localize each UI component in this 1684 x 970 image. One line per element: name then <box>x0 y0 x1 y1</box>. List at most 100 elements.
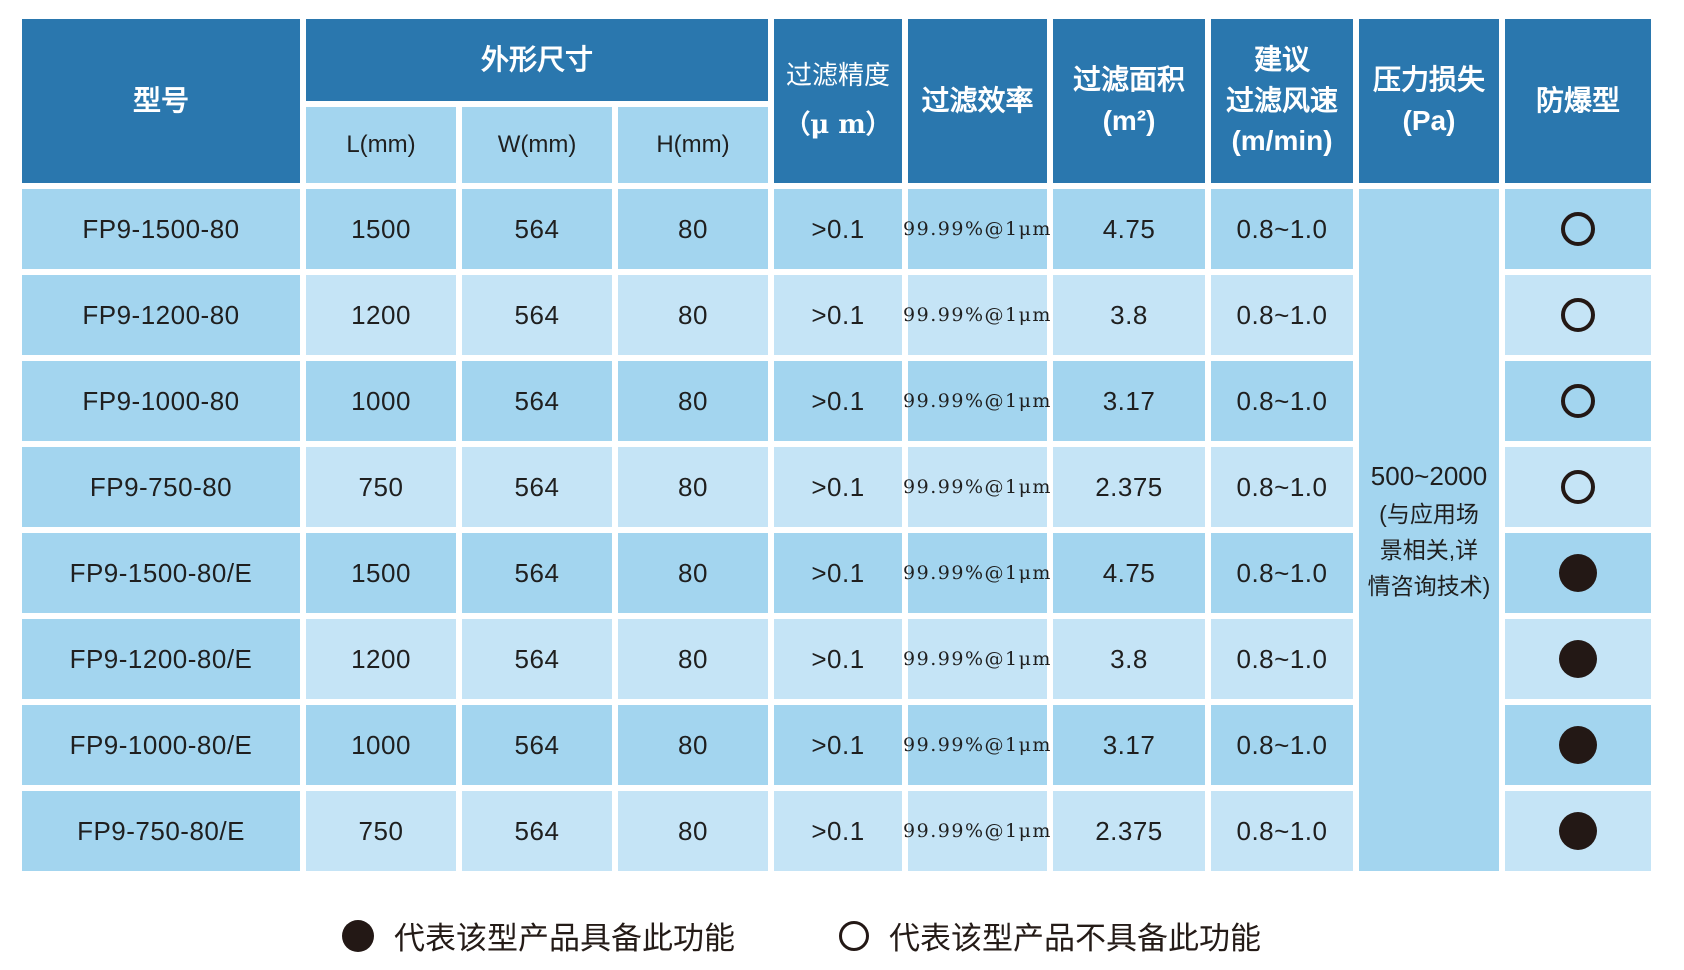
cell-efficiency: 99.99%@1μm <box>903 189 1050 269</box>
cell-explosion-proof <box>1505 619 1651 699</box>
cell-length: 1200 <box>306 619 456 699</box>
explosion-proof-icon <box>1561 298 1595 332</box>
header-filtration-precision: 过滤精度 （μ m） <box>774 19 902 183</box>
cell-height: 80 <box>618 791 768 871</box>
cell-precision: >0.1 <box>774 275 902 355</box>
cell-explosion-proof <box>1505 791 1651 871</box>
cell-height: 80 <box>618 447 768 527</box>
cell-explosion-proof <box>1505 705 1651 785</box>
header-recommended-air-velocity: 建议 过滤风速 (m/min) <box>1211 19 1353 183</box>
cell-precision: >0.1 <box>774 189 902 269</box>
cell-model: FP9-1500-80/E <box>22 533 300 613</box>
cell-efficiency: 99.99%@1μm <box>903 361 1050 441</box>
cell-length: 1500 <box>306 533 456 613</box>
header-dimensions-group: 外形尺寸 <box>306 19 768 101</box>
filled-circle-icon <box>342 919 374 952</box>
cell-air-velocity: 0.8~1.0 <box>1211 705 1353 785</box>
cell-air-velocity: 0.8~1.0 <box>1211 275 1353 355</box>
cell-height: 80 <box>618 619 768 699</box>
cell-model: FP9-1200-80/E <box>22 619 300 699</box>
cell-model: FP9-750-80 <box>22 447 300 527</box>
cell-width: 564 <box>462 791 612 871</box>
cell-area: 3.17 <box>1053 705 1205 785</box>
cell-height: 80 <box>618 533 768 613</box>
cell-efficiency: 99.99%@1μm <box>903 447 1050 527</box>
explosion-proof-icon <box>1559 640 1597 678</box>
cell-explosion-proof <box>1505 447 1651 527</box>
cell-area: 3.8 <box>1053 619 1205 699</box>
airspeed-title-line2: 过滤风速 <box>1225 84 1338 116</box>
cell-air-velocity: 0.8~1.0 <box>1211 447 1353 527</box>
cell-area: 4.75 <box>1053 533 1205 613</box>
airspeed-title-line1: 建议 <box>1253 44 1310 76</box>
cell-height: 80 <box>618 189 768 269</box>
cell-precision: >0.1 <box>774 361 902 441</box>
cell-precision: >0.1 <box>774 791 902 871</box>
cell-height: 80 <box>618 705 768 785</box>
cell-air-velocity: 0.8~1.0 <box>1211 361 1353 441</box>
cell-explosion-proof <box>1505 533 1651 613</box>
product-spec-table: 型号 外形尺寸 过滤精度 （μ m） 过滤效率 过滤面积 (m²) 建议 过滤风… <box>22 19 1651 871</box>
legend-item-no-feature: 代表该型产品不具备此功能 <box>839 913 1261 958</box>
cell-model: FP9-1000-80 <box>22 361 300 441</box>
legend-label-no-feature: 代表该型产品不具备此功能 <box>889 921 1261 956</box>
header-dim-w: W(mm) <box>462 107 612 183</box>
airspeed-unit: (m/min) <box>1231 125 1333 157</box>
header-explosion-proof: 防爆型 <box>1505 19 1651 183</box>
cell-width: 564 <box>462 447 612 527</box>
cell-width: 564 <box>462 533 612 613</box>
cell-width: 564 <box>462 189 612 269</box>
cell-length: 750 <box>306 447 456 527</box>
cell-air-velocity: 0.8~1.0 <box>1211 189 1353 269</box>
cell-explosion-proof <box>1505 275 1651 355</box>
cell-width: 564 <box>462 275 612 355</box>
header-model: 型号 <box>22 19 300 183</box>
explosion-proof-icon <box>1561 212 1595 246</box>
cell-efficiency: 99.99%@1μm <box>903 791 1050 871</box>
pressure-loss-note: (与应用场 景相关,详 情咨询技术) <box>1367 501 1491 599</box>
pressure-title: 压力损失 <box>1372 64 1485 96</box>
cell-air-velocity: 0.8~1.0 <box>1211 791 1353 871</box>
header-filtration-efficiency: 过滤效率 <box>908 19 1047 183</box>
explosion-proof-icon <box>1559 726 1597 764</box>
hollow-circle-icon <box>839 920 869 951</box>
cell-area: 3.17 <box>1053 361 1205 441</box>
cell-precision: >0.1 <box>774 533 902 613</box>
cell-length: 1000 <box>306 705 456 785</box>
cell-length: 1000 <box>306 361 456 441</box>
cell-model: FP9-1000-80/E <box>22 705 300 785</box>
legend: 代表该型产品具备此功能 代表该型产品不具备此功能 <box>0 913 1616 958</box>
cell-height: 80 <box>618 361 768 441</box>
cell-width: 564 <box>462 619 612 699</box>
cell-precision: >0.1 <box>774 619 902 699</box>
cell-length: 1200 <box>306 275 456 355</box>
explosion-proof-icon <box>1561 384 1595 418</box>
cell-area: 2.375 <box>1053 791 1205 871</box>
legend-label-has-feature: 代表该型产品具备此功能 <box>394 921 735 956</box>
legend-item-has-feature: 代表该型产品具备此功能 <box>342 913 735 958</box>
cell-efficiency: 99.99%@1μm <box>903 275 1050 355</box>
cell-precision: >0.1 <box>774 447 902 527</box>
cell-precision: >0.1 <box>774 705 902 785</box>
area-unit: (m²) <box>1102 105 1156 136</box>
header-dim-l: L(mm) <box>306 107 456 183</box>
cell-efficiency: 99.99%@1μm <box>903 619 1050 699</box>
cell-model: FP9-1200-80 <box>22 275 300 355</box>
cell-efficiency: 99.99%@1μm <box>903 705 1050 785</box>
area-title: 过滤面积 <box>1072 64 1185 96</box>
explosion-proof-icon <box>1559 554 1597 592</box>
cell-area: 3.8 <box>1053 275 1205 355</box>
cell-width: 564 <box>462 705 612 785</box>
explosion-proof-icon <box>1561 470 1595 504</box>
cell-model: FP9-1500-80 <box>22 189 300 269</box>
cell-area: 4.75 <box>1053 189 1205 269</box>
cell-air-velocity: 0.8~1.0 <box>1211 533 1353 613</box>
header-dim-h: H(mm) <box>618 107 768 183</box>
pressure-unit: (Pa) <box>1402 105 1456 136</box>
cell-length: 1500 <box>306 189 456 269</box>
cell-length: 750 <box>306 791 456 871</box>
cell-explosion-proof <box>1505 361 1651 441</box>
pressure-loss-value: 500~2000 <box>1370 460 1488 491</box>
cell-efficiency: 99.99%@1μm <box>903 533 1050 613</box>
precision-title: 过滤精度 <box>785 60 890 91</box>
